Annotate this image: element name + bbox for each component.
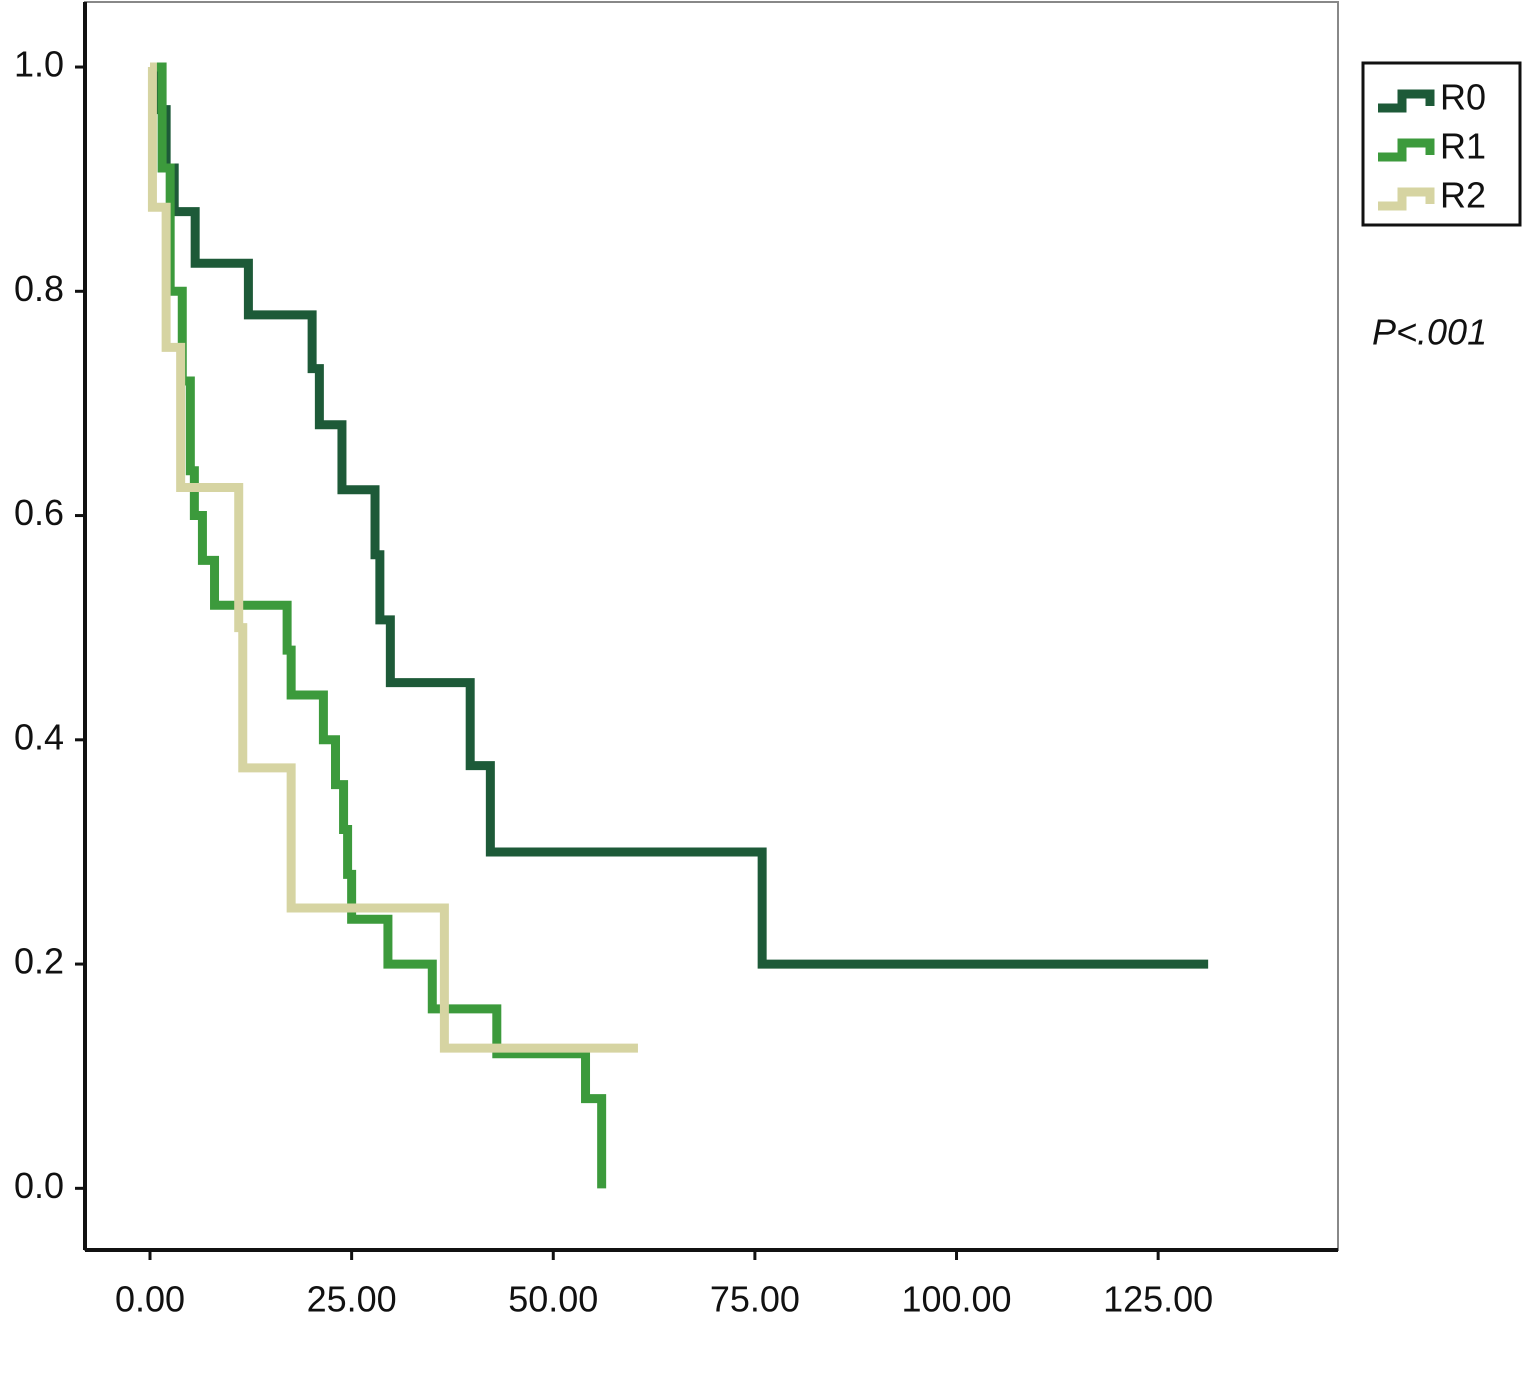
plot-frame [84, 1, 1339, 1251]
legend-swatch [1378, 138, 1435, 162]
x-tick-label: 75.00 [710, 1279, 800, 1320]
y-tick-label: 0.8 [14, 268, 64, 309]
legend-label: R1 [1440, 126, 1486, 167]
y-tick-label: 0.4 [14, 716, 64, 757]
y-tick-label: 0.2 [14, 941, 64, 982]
annotation: P<.001 [1372, 312, 1487, 353]
x-tick-label: 100.00 [901, 1279, 1011, 1320]
legend-swatch [1378, 187, 1435, 211]
y-tick-label: 0.0 [14, 1165, 64, 1206]
x-tick-label: 0.00 [115, 1279, 185, 1320]
x-tick-label: 125.00 [1103, 1279, 1213, 1320]
legend-label: R2 [1440, 175, 1486, 216]
y-tick-label: 0.6 [14, 492, 64, 533]
legend-label: R0 [1440, 77, 1486, 118]
x-tick-label: 50.00 [508, 1279, 598, 1320]
survival-curve [150, 62, 1209, 969]
y-tick-label: 1.0 [14, 44, 64, 85]
legend-swatch [1378, 89, 1435, 113]
survival-curve [147, 62, 638, 1053]
x-tick-label: 25.00 [307, 1279, 397, 1320]
legend-box [1361, 61, 1522, 227]
survival-curve [150, 62, 607, 1189]
